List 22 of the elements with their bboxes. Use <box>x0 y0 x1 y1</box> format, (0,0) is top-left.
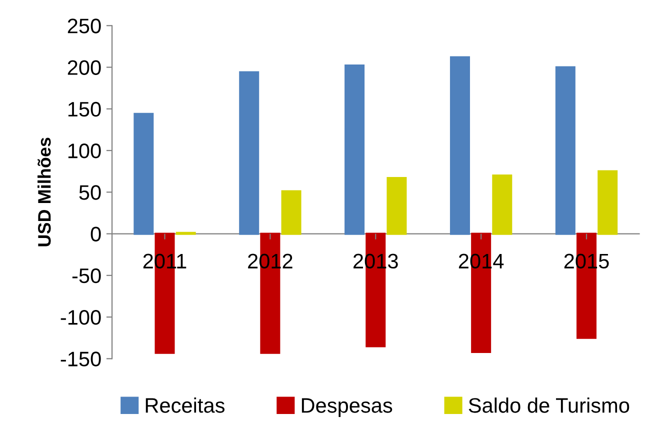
bar <box>344 64 365 235</box>
bar <box>239 71 260 235</box>
y-axis-title: USD Milhões <box>38 138 51 246</box>
bar <box>598 170 618 235</box>
y-tick-label: -150 <box>60 352 101 366</box>
y-tick-label: 0 <box>90 226 101 242</box>
legend-label: Receitas <box>146 398 224 413</box>
y-tick-label: -100 <box>60 310 101 325</box>
y-tick-label: 200 <box>68 60 101 76</box>
y-tick-label: 250 <box>68 18 101 34</box>
bar <box>134 112 154 235</box>
bar <box>386 176 407 235</box>
y-tick-label: 150 <box>68 102 101 117</box>
legend-label: Saldo de Turismo <box>468 398 630 413</box>
y-tick-label: -50 <box>72 268 101 284</box>
y-tick-label: 50 <box>79 185 101 200</box>
legend-label: Despesas <box>302 398 392 417</box>
bar <box>555 66 576 235</box>
y-tick-label: 100 <box>68 144 101 158</box>
bar <box>492 174 512 235</box>
bar <box>281 190 302 235</box>
bar <box>450 56 470 235</box>
